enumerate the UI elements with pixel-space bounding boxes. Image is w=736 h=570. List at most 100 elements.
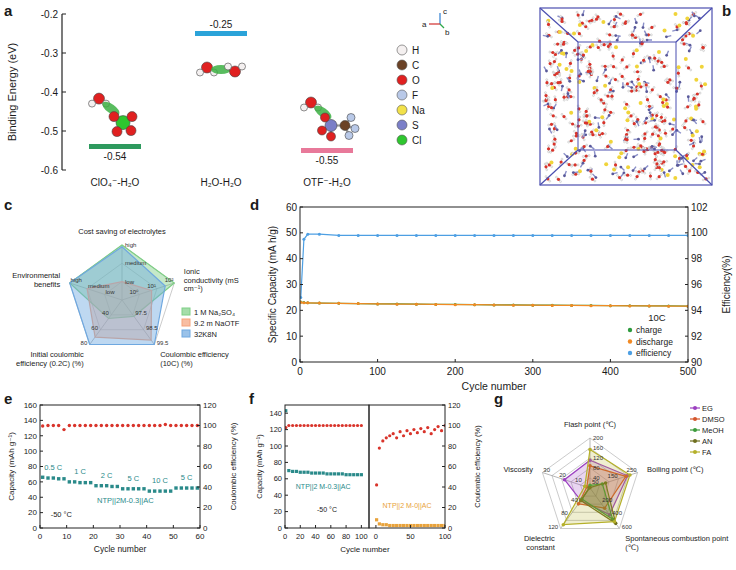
x-tick-label: 50: [169, 532, 178, 541]
bond: [629, 114, 634, 117]
atom: [637, 170, 640, 173]
atom: [596, 92, 598, 94]
atom: [548, 124, 550, 126]
marker: [409, 524, 412, 527]
atom: [646, 131, 648, 133]
marker: [287, 424, 290, 427]
marker: [381, 439, 384, 442]
marker: [180, 424, 183, 427]
atom: [621, 75, 624, 78]
atom: [642, 59, 645, 62]
atom: [635, 116, 637, 118]
atom: [603, 43, 606, 46]
atom: [547, 105, 550, 108]
atom: [692, 97, 695, 100]
bond: [550, 105, 553, 110]
atom: [626, 110, 630, 114]
atom: [596, 79, 599, 82]
atom: [675, 87, 678, 90]
atom: [567, 92, 570, 95]
axis-arrow: [439, 13, 440, 24]
y-tick-label: 140: [24, 416, 38, 425]
x-tick: [410, 525, 411, 528]
legend-marker: [693, 428, 697, 432]
bond: [654, 157, 656, 163]
atom: [563, 174, 566, 177]
atom: [654, 25, 656, 27]
atom: [692, 159, 695, 162]
atom: [591, 69, 593, 71]
bond: [661, 114, 663, 120]
atom: [549, 62, 552, 65]
atom: [585, 121, 588, 124]
atom: [629, 114, 632, 117]
bond: [559, 20, 564, 22]
bond: [590, 134, 596, 136]
bond: [545, 93, 546, 99]
bond: [562, 114, 566, 118]
bond: [624, 148, 628, 152]
radar-tick-label: 50: [592, 479, 599, 485]
y2-tick-label: 40: [203, 483, 212, 492]
atom: [611, 173, 614, 176]
y2-tick: [442, 487, 445, 488]
atom: [681, 172, 684, 175]
atom: [623, 106, 627, 110]
atom: [589, 133, 591, 135]
atom: [648, 57, 651, 60]
atom: [565, 118, 567, 120]
radar-axis-label: Spontaneous combustion point(℃): [625, 534, 729, 552]
bond: [603, 75, 608, 78]
radar-tick-label: 80: [593, 465, 600, 471]
marker: [416, 524, 419, 527]
marker: [344, 473, 347, 476]
annotation: 5 C: [127, 474, 139, 483]
atom: [632, 120, 634, 122]
atom: [588, 60, 590, 62]
atom: [625, 149, 628, 152]
x-tick: [375, 525, 376, 528]
atom: [556, 51, 558, 53]
y-tick: [62, 92, 66, 93]
atom: [573, 96, 575, 98]
atom: [579, 44, 581, 46]
atom: [635, 125, 637, 127]
axis-arrow: [440, 24, 444, 28]
bond: [546, 80, 548, 86]
atom: [693, 140, 695, 142]
atom: [658, 175, 661, 178]
radar-tick-label: 80: [561, 510, 568, 516]
annotation: 0.5 C: [44, 463, 63, 472]
atom: [590, 173, 592, 175]
marker: [314, 471, 317, 474]
bond: [613, 78, 618, 81]
bond: [638, 86, 644, 88]
y-tick-label: 120: [269, 425, 282, 434]
radar-tick-label: 97.5: [135, 310, 147, 316]
atom: [549, 160, 553, 164]
bond: [590, 168, 592, 174]
marker: [73, 480, 76, 483]
y-tick-label: -0.3: [41, 48, 59, 59]
marker: [512, 303, 515, 306]
atom: [648, 28, 650, 30]
atom: [581, 51, 583, 53]
atom: [560, 41, 562, 43]
atom: [699, 92, 701, 94]
atom: [695, 11, 697, 13]
atom: [649, 116, 651, 118]
atom: [588, 68, 590, 70]
atom: [109, 112, 119, 122]
bond: [611, 65, 616, 68]
atom: [608, 82, 611, 85]
plot-frame: [40, 405, 200, 528]
y-tick-label: 100: [24, 447, 38, 456]
bond: [665, 130, 666, 136]
atom: [626, 136, 628, 138]
text-line: (10C) (%): [160, 359, 193, 368]
x-tick: [455, 359, 456, 362]
bond: [599, 133, 605, 135]
atom: [351, 125, 359, 133]
atom: [702, 46, 705, 49]
marker: [295, 470, 298, 473]
